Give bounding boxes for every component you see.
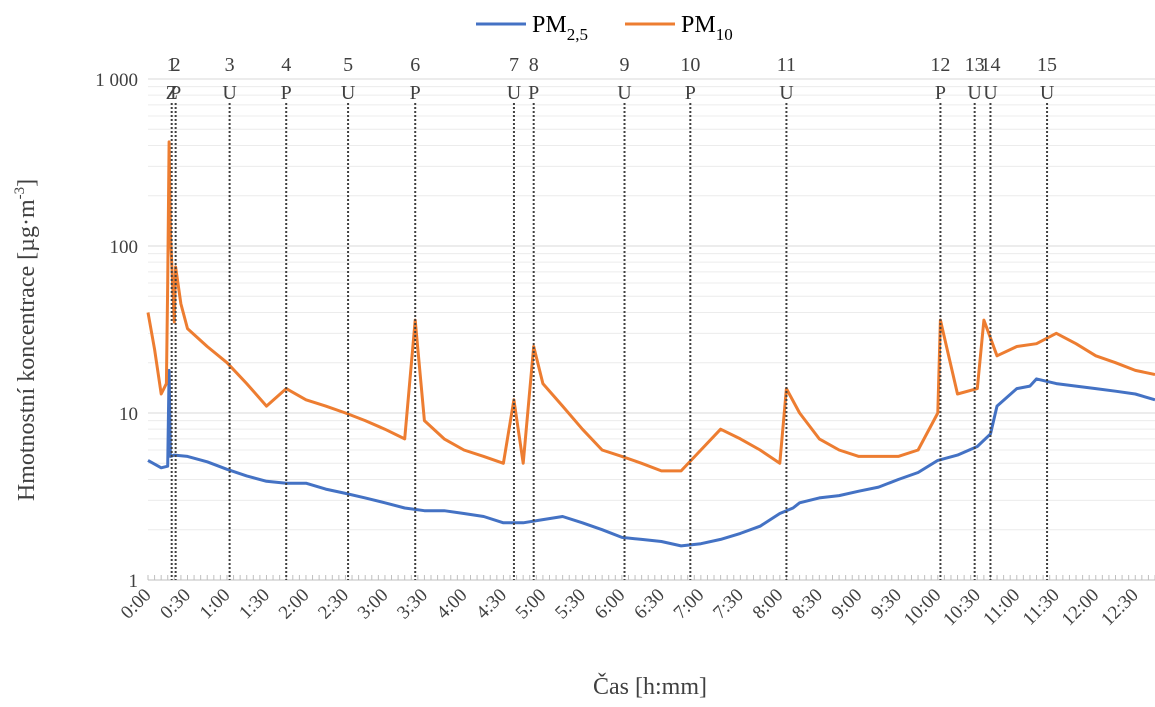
minor-gridlines [148,86,1155,531]
event-number: 13 [965,54,985,76]
event-number: 9 [620,54,630,76]
legend: PM2,5 PM10 [476,12,733,44]
y-axis-title-superscript: -3 [12,187,28,200]
y-tick-label: 10 [119,404,138,425]
event-code: P [685,82,696,104]
event-number: 6 [410,54,420,76]
x-tick-label: 0:30 [156,585,195,624]
event-number: 1 [167,54,177,76]
event-number: 7 [509,54,519,76]
event-number: 4 [281,54,291,76]
event-code: P [170,82,181,104]
x-tick-label: 2:30 [314,585,353,624]
major-gridlines [148,78,1155,414]
event-number: 3 [225,54,235,76]
series-line-pm25 [147,368,1155,548]
x-tick-label: 2:00 [275,585,314,624]
event-code: U [222,82,237,104]
legend-label: PM2,5 [532,12,588,44]
event-code: P [935,82,946,104]
x-tick-label: 1:00 [196,585,235,624]
event-number: 8 [529,54,539,76]
legend-label-base: PM [532,12,567,38]
event-number: 10 [680,54,700,76]
x-tick-label: 8:30 [788,585,827,624]
x-tick-label: 5:00 [512,585,551,624]
x-tick-label: 6:00 [591,585,630,624]
x-tick-label: 11:00 [979,585,1024,630]
event-number: 2 [171,54,181,76]
x-tick-label: 12:30 [1097,585,1142,630]
legend-label-base: PM [681,12,716,38]
x-tick-label: 12:00 [1058,585,1103,630]
event-number: 14 [980,54,1000,76]
x-minor-ticks [147,575,1155,580]
event-code: U [779,82,794,104]
event-code: U [983,82,998,104]
event-code: Z [166,82,178,104]
x-tick-label: 10:00 [900,585,945,630]
event-number: 5 [343,54,353,76]
series-line-pm10 [146,140,1155,473]
event-code: P [528,82,539,104]
x-tick-labels: 0:00 0:30 1:00 1:30 2:00 2:30 3:00 3:30 4:00 4:30… [117,585,1143,630]
legend-label: PM10 [681,12,733,44]
series-lines [146,140,1155,548]
event-number: 11 [777,54,796,76]
x-tick-label: 4:00 [433,585,472,624]
y-tick-label: 1 000 [95,70,138,91]
x-tick-label: 9:00 [828,585,867,624]
event-code: U [967,82,982,104]
event-number: 12 [930,54,950,76]
y-tick-labels: 1 10 100 1 000 [95,70,138,592]
x-tick-label: 7:30 [709,585,748,624]
event-code: P [410,82,421,104]
x-tick-label: 7:00 [670,585,709,624]
event-code: U [1040,82,1055,104]
event-code: U [341,82,356,104]
x-tick-label: 10:30 [939,585,984,630]
legend-label-sub: 10 [716,25,733,44]
y-axis-title-end: ] [14,179,40,187]
x-tick-label: 5:30 [551,585,590,624]
y-tick-label: 100 [110,237,139,258]
x-axis-title: Čas [h:mm] [593,673,707,700]
y-axis-title: Hmotnostní koncentrace [µg·m-3] [12,179,40,501]
x-tick-label: 9:30 [867,585,906,624]
x-tick-label: 8:00 [749,585,788,624]
x-tick-label: 11:30 [1019,585,1064,630]
x-tick-label: 1:30 [235,585,274,624]
event-code: U [617,82,632,104]
x-tick-label: 3:30 [393,585,432,624]
event-number: 15 [1037,54,1057,76]
y-tick-label: 1 [129,571,139,592]
legend-label-sub: 2,5 [567,25,588,44]
x-tick-label: 0:00 [117,585,156,624]
event-code: P [281,82,292,104]
event-code: U [507,82,522,104]
x-tick-label: 4:30 [472,585,511,624]
x-tick-label: 3:00 [354,585,393,624]
x-tick-label: 6:30 [630,585,669,624]
y-axis-title-main: Hmotnostní koncentrace [µg·m [14,199,40,501]
